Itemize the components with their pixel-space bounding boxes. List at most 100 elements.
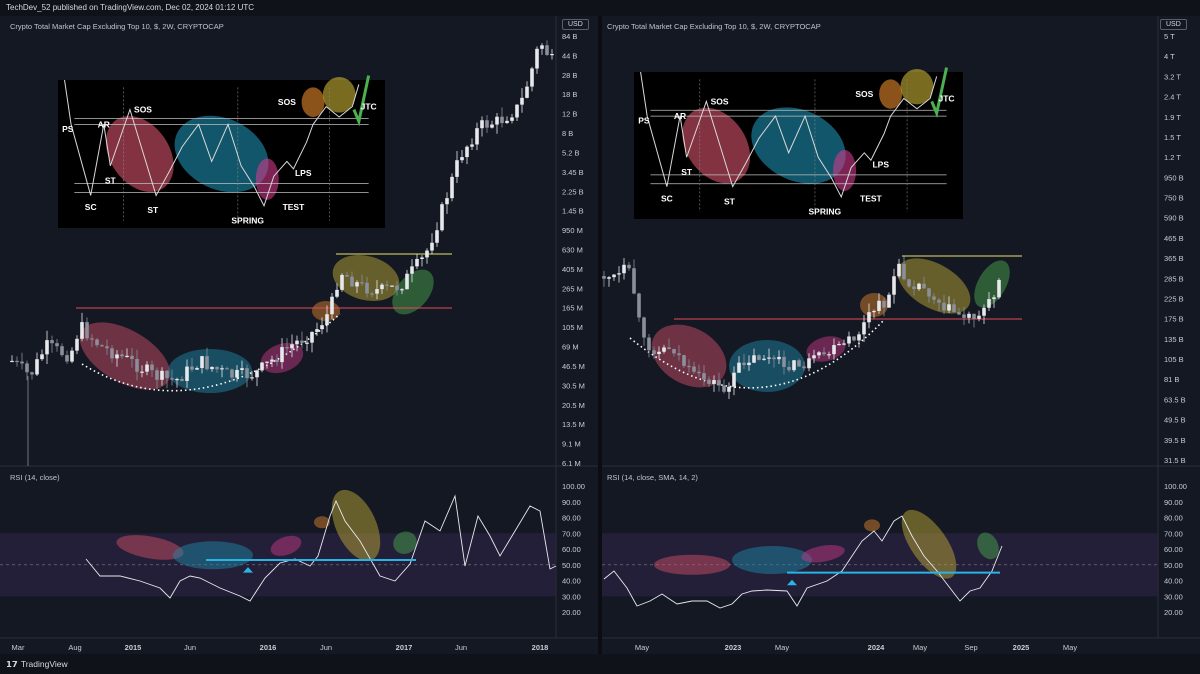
- candle: [425, 250, 429, 258]
- wyckoff-label: PS: [62, 124, 74, 134]
- price-tick-label: 3.45 B: [562, 168, 584, 177]
- candle: [470, 144, 474, 147]
- candle: [150, 364, 154, 371]
- candle: [647, 337, 651, 351]
- candle: [315, 329, 319, 332]
- schematic-phase-highlight: [174, 115, 269, 193]
- schematic-phase-highlight: [322, 77, 356, 113]
- rsi-phase-highlight: [173, 541, 253, 570]
- tradingview-logo-icon[interactable]: 𝟭𝟳: [6, 659, 18, 669]
- wyckoff-label: LPS: [872, 160, 889, 170]
- brand-name: TradingView: [20, 659, 68, 669]
- rsi-tick-label: 70.00: [562, 529, 581, 538]
- candle: [652, 350, 656, 355]
- candle: [767, 357, 771, 359]
- candle: [135, 358, 139, 372]
- time-tick-label: 2024: [868, 643, 886, 652]
- candle: [65, 355, 69, 362]
- rsi-tick-label: 60.00: [1164, 545, 1183, 554]
- rsi-tick-label: 30.00: [1164, 592, 1183, 601]
- price-tick-label: 165 M: [562, 304, 583, 313]
- candle: [410, 266, 414, 274]
- candle: [892, 276, 896, 295]
- candle: [717, 380, 721, 386]
- candle: [265, 361, 269, 363]
- rsi-tick-label: 60.00: [562, 545, 581, 554]
- rsi-phase-highlight: [732, 546, 812, 575]
- candle: [15, 360, 19, 363]
- price-tick-label: 105 B: [1164, 355, 1184, 364]
- candle: [682, 355, 686, 366]
- candle: [300, 340, 304, 343]
- schematic-phase-highlight: [301, 87, 325, 117]
- candle: [450, 176, 454, 199]
- price-tick-label: 750 B: [1164, 194, 1184, 203]
- price-tick-label: 590 B: [1164, 214, 1184, 223]
- price-tick-label: 5.2 B: [562, 148, 580, 157]
- candle: [85, 322, 89, 339]
- candle: [782, 356, 786, 367]
- candle: [530, 68, 534, 87]
- rsi-tick-label: 50.00: [1164, 561, 1183, 570]
- candle: [90, 338, 94, 340]
- candle: [787, 366, 791, 371]
- rsi-title: RSI (14, close): [10, 473, 60, 482]
- candle: [612, 274, 616, 278]
- rsi-tick-label: 80.00: [562, 514, 581, 523]
- candle: [772, 357, 776, 360]
- time-tick-label: 2016: [260, 643, 277, 652]
- candle: [972, 313, 976, 319]
- currency-button[interactable]: USD: [562, 19, 589, 30]
- candle: [862, 322, 866, 335]
- price-tick-label: 8 B: [562, 129, 573, 138]
- checkmark-icon: [352, 75, 371, 127]
- panel-divider[interactable]: [598, 16, 602, 654]
- candle: [817, 352, 821, 356]
- phase-highlight: [392, 269, 434, 315]
- candle: [957, 312, 961, 315]
- candle: [495, 116, 499, 125]
- price-tick-label: 405 M: [562, 265, 583, 274]
- candle: [230, 369, 234, 378]
- rsi-title: RSI (14, close, SMA, 14, 2): [607, 473, 698, 482]
- candle: [932, 296, 936, 300]
- price-tick-label: 44 B: [562, 51, 577, 60]
- schematic-phase-highlight: [879, 79, 903, 109]
- candle: [812, 355, 816, 359]
- chart-panel-right[interactable]: Crypto Total Market Cap Excluding Top 10…: [602, 16, 1200, 654]
- candle: [95, 339, 99, 346]
- candle: [160, 370, 164, 380]
- candle: [722, 385, 726, 392]
- candle: [632, 268, 636, 294]
- rsi-line: [85, 494, 557, 602]
- candle: [677, 353, 681, 356]
- candle: [877, 300, 881, 311]
- price-tick-label: 105 M: [562, 323, 583, 332]
- price-tick-label: 28 B: [562, 71, 577, 80]
- candle: [205, 356, 209, 370]
- candle: [345, 274, 349, 277]
- candle: [732, 372, 736, 387]
- price-tick-label: 2.25 B: [562, 187, 584, 196]
- candle: [937, 299, 941, 303]
- rsi-phase-highlight: [864, 519, 880, 532]
- price-tick-label: 225 B: [1164, 294, 1184, 303]
- candle: [145, 364, 149, 372]
- candle: [380, 284, 384, 290]
- wyckoff-label: PS: [638, 115, 650, 125]
- currency-button[interactable]: USD: [1160, 19, 1187, 30]
- chart-panel-left[interactable]: Crypto Total Market Cap Excluding Top 10…: [0, 16, 598, 654]
- wyckoff-label: ST: [681, 167, 693, 177]
- schematic-price-path: [640, 71, 938, 199]
- candle: [757, 355, 761, 360]
- wyckoff-label: TEST: [860, 193, 883, 203]
- candle: [285, 347, 289, 349]
- candle: [490, 124, 494, 128]
- wyckoff-label: JTC: [361, 102, 377, 112]
- candle: [807, 358, 811, 369]
- chart-canvas[interactable]: 5 T 4 T 3.2 T 2.4 T 1.9 T 1.5 T 1.2 T 950 B 750 …: [602, 16, 1200, 654]
- chart-canvas[interactable]: 84 B 44 B 28 B 18 B 12 B 8 B 5.2 B 3.45 B 2.25 B…: [0, 16, 598, 654]
- price-tick-label: 5 T: [1164, 32, 1175, 41]
- price-tick-label: 6.1 M: [562, 459, 581, 468]
- candle: [867, 312, 871, 323]
